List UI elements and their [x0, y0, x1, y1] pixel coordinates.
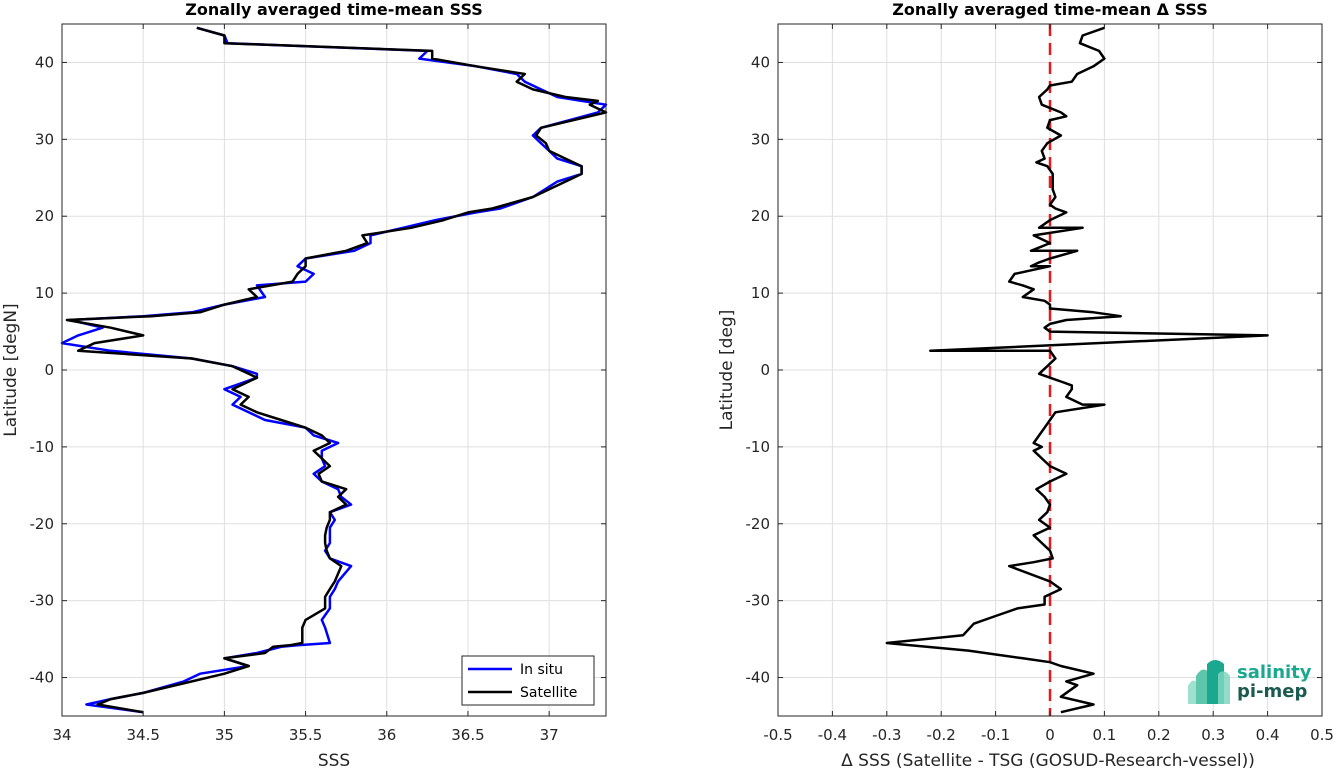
- delta-sss-x-tick-label: 0.5: [1310, 726, 1334, 744]
- sss-y-tick-label: -40: [30, 669, 55, 687]
- salinity-pi-mep-logo: salinity pi-mep: [1188, 660, 1312, 704]
- sss-chart-title: Zonally averaged time-mean SSS: [185, 0, 483, 19]
- sss-series-lines: [60, 26, 608, 714]
- sss-series-line-satellite: [65, 26, 608, 714]
- delta-sss-x-tick-label: -0.2: [927, 726, 956, 744]
- delta-sss-x-tick-label: -0.3: [872, 726, 901, 744]
- sss-y-axis-label: Latitude [degN]: [1, 303, 21, 436]
- logo-wave-icon: [1188, 660, 1230, 704]
- sss-x-tick-label: 36: [377, 726, 396, 744]
- sss-x-tick-label: 37: [540, 726, 559, 744]
- logo-text-salinity: salinity: [1237, 662, 1312, 683]
- delta-sss-y-tick-label: -20: [746, 515, 771, 533]
- sss-panel: 34 34.5 35 35.5 36 36.5 37 -40 -30 -20 -10 0 10 20 30 4…: [1, 0, 608, 769]
- delta-sss-y-tick-label: -30: [746, 592, 771, 610]
- delta-sss-x-tick-label: -0.5: [763, 726, 792, 744]
- delta-sss-panel: -0.5 -0.4 -0.3 -0.2 -0.1 0 0.1 0.2 0.3 0.4 0.5 -40 -…: [717, 0, 1334, 769]
- delta-sss-ticks: -0.5 -0.4 -0.3 -0.2 -0.1 0 0.1 0.2 0.3 0.4 0.5 -40 -…: [746, 24, 1334, 744]
- legend-box: [461, 655, 595, 706]
- delta-sss-x-tick-label: 0.3: [1201, 726, 1225, 744]
- delta-sss-x-tick-label: -0.1: [981, 726, 1010, 744]
- sss-x-tick-label: 35: [215, 726, 234, 744]
- sss-gridlines: [61, 24, 606, 716]
- delta-sss-x-tick-label: 0.4: [1256, 726, 1280, 744]
- sss-legend: In situ Satellite: [461, 655, 595, 706]
- delta-sss-y-tick-label: -10: [746, 438, 771, 456]
- sss-y-tick-label: 10: [35, 284, 54, 302]
- delta-sss-x-tick-label: -0.4: [818, 726, 847, 744]
- delta-sss-y-tick-label: 0: [760, 361, 770, 379]
- sss-ticks: 34 34.5 35 35.5 36 36.5 37 -40 -30 -20 -10 0 10 20 30 4…: [30, 24, 606, 744]
- sss-y-tick-label: -10: [30, 438, 55, 456]
- delta-sss-y-tick-label: 20: [751, 207, 770, 225]
- delta-sss-x-tick-label: 0: [1045, 726, 1055, 744]
- legend-label-satellite: Satellite: [520, 685, 577, 701]
- sss-x-tick-label: 36.5: [451, 726, 484, 744]
- delta-sss-y-tick-label: 30: [751, 130, 770, 148]
- sss-x-axis-label: SSS: [318, 751, 350, 769]
- sss-y-tick-label: 30: [35, 130, 54, 148]
- sss-y-tick-label: -30: [30, 592, 55, 610]
- sss-x-tick-label: 34.5: [126, 726, 159, 744]
- logo-text-pi-mep: pi-mep: [1237, 681, 1307, 702]
- delta-sss-x-tick-label: 0.2: [1147, 726, 1171, 744]
- sss-x-tick-label: 35.5: [289, 726, 322, 744]
- sss-y-tick-label: 0: [44, 361, 54, 379]
- delta-sss-y-axis-label: Latitude [deg]: [717, 310, 737, 431]
- delta-sss-chart-title: Zonally averaged time-mean Δ SSS: [892, 0, 1208, 19]
- delta-sss-x-axis-label: Δ SSS (Satellite - TSG (GOSUD-Research-v…: [841, 751, 1255, 769]
- legend-label-in-situ: In situ: [520, 662, 563, 678]
- delta-sss-y-tick-label: 40: [751, 53, 770, 71]
- delta-sss-x-tick-label: 0.1: [1092, 726, 1116, 744]
- delta-sss-series-line-delta: [885, 26, 1269, 714]
- sss-y-tick-label: -20: [30, 515, 55, 533]
- delta-sss-y-tick-label: -40: [746, 669, 771, 687]
- sss-x-tick-label: 34: [52, 726, 71, 744]
- sss-y-tick-label: 20: [35, 207, 54, 225]
- delta-sss-y-tick-label: 10: [751, 284, 770, 302]
- delta-sss-series-lines: [885, 26, 1269, 714]
- sss-y-tick-label: 40: [35, 53, 54, 71]
